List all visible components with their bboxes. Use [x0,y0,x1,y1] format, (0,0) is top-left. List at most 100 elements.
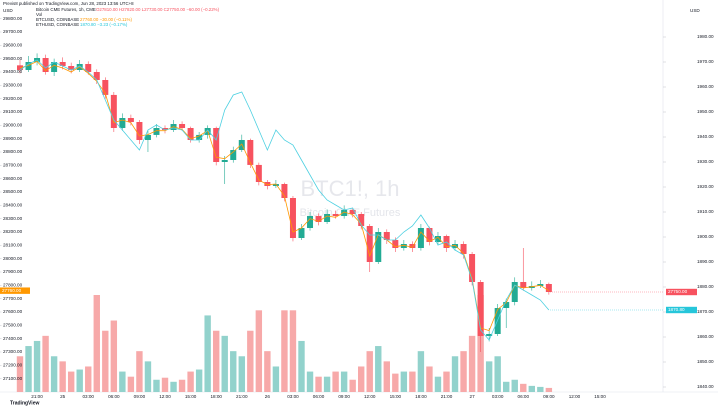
x-tick-label: 12:00 [159,394,171,399]
legend-title: Bitcoin CME Futures, 1h, CME [36,7,96,12]
y-tick-label: 27200.00 [3,363,23,368]
candle-body [486,334,493,336]
y-tick-label: 29300.00 [3,83,23,88]
candle-body [324,214,331,222]
volume-bar [110,320,118,392]
y-tick-label: 29500.00 [3,56,23,61]
candle-body [477,282,484,336]
x-tick-label: 15:00 [594,394,606,399]
y-tick-label: 28500.00 [3,189,23,194]
volume-bar [255,310,263,392]
volume-bar [375,346,382,392]
volume-bar [144,361,152,392]
candle-body [110,94,117,128]
volume-bar [50,356,58,392]
y-tick-label: 27700.00 [3,296,23,301]
legend-backdrop [0,0,230,28]
y2-tick-label: 1940.00 [697,134,714,139]
volume-bar [366,351,373,392]
candle-body [272,184,279,186]
volume-bar [503,381,510,392]
candle-body [238,140,245,150]
candle-body [341,210,348,216]
candle-body [187,128,194,140]
y-tick-label: 27600.00 [3,309,23,314]
candle-body [102,80,109,95]
volume-bar [537,386,544,392]
volume-bar [33,340,41,392]
candle-body [349,210,356,214]
price-label: 27750.00 [668,289,688,294]
volume-bar [298,340,305,392]
y2-tick-label: 1880.00 [697,284,714,289]
y2-tick-label: 1860.00 [697,334,714,339]
volume-bar [315,376,322,392]
candle-body [153,128,160,135]
y-tick-label: 28300.00 [3,216,23,221]
y-tick-label: 29100.00 [3,109,23,114]
volume-bar [485,361,493,392]
y2-tick-label: 1910.00 [697,209,714,214]
y-tick-label: 29800.00 [3,16,23,21]
volume-bar [383,361,390,392]
y2-tick-label: 1930.00 [697,159,714,164]
volume-bar [161,377,169,392]
volume-bar [16,356,24,392]
volume-bar [102,330,109,392]
candle-body [221,160,228,162]
candle-body [315,216,322,222]
watermark: BTC1!, 1h [300,176,399,201]
candle-body [25,62,32,70]
x-tick-label: 06:00 [108,394,120,399]
legend-series: ETHUSD, COINBASE [36,22,79,27]
x-tick-label: 12:00 [364,394,376,399]
candle-body [417,228,424,248]
y-tick-label: 27400.00 [3,336,23,341]
y2-tick-label: 1950.00 [697,109,714,114]
volume-bar [42,335,49,392]
y-tick-label: 28700.00 [3,163,23,168]
candle-body [366,226,373,262]
candle-body [409,244,416,248]
y-tick-label: 28600.00 [3,176,23,181]
volume-bar [221,335,228,392]
volume-bar [358,366,365,392]
candle-body [127,118,134,122]
candle-body [426,228,433,242]
publisher: Previs8 published on TradingView.com, Ju… [3,1,134,6]
x-tick-label: 03:00 [287,394,299,399]
y-tick-label: 29700.00 [3,29,23,34]
brand: TradingView [10,400,39,406]
volume-bar [272,366,280,392]
candle-body [520,282,527,288]
volume-bar [238,356,245,392]
volume-bar [392,373,399,392]
x-tick-label: 21:00 [441,394,453,399]
price-label-box [0,287,30,294]
volume-bar [520,383,527,392]
legend-series-value: 27760.00 −30.00 (−0.11%) [80,17,132,22]
volume-bar [187,371,194,392]
candle-body [136,122,143,140]
candle-body [545,284,552,292]
candle-body [162,128,169,130]
candle-body [59,62,66,66]
candle-body [460,244,467,254]
candle-body [452,244,459,248]
y-tick-label: 28400.00 [3,203,23,208]
y-tick-label: 27900.00 [3,269,23,274]
volume-bar [153,379,160,392]
x-tick-label: 15:00 [390,394,402,399]
volume-bar [340,371,348,392]
volume-bar [230,351,237,392]
y2-tick-label: 1980.00 [697,34,714,39]
legend-volume: Vol [36,12,42,17]
candle-body [213,128,220,162]
volume-bar [451,356,459,392]
volume-bar [119,371,126,392]
price-label-box [666,288,697,296]
volume-bar [349,379,356,392]
candle-body [51,62,58,72]
